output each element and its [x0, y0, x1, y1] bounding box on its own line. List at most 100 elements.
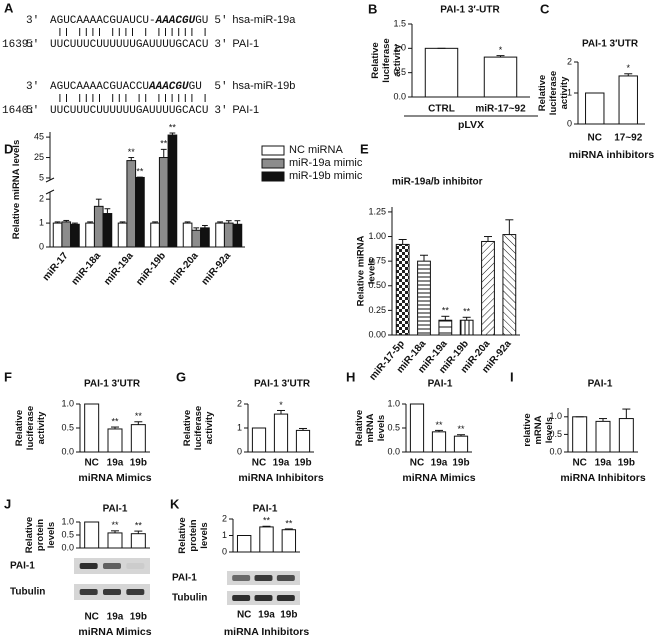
x-tick-label: 19b [452, 458, 469, 469]
panel-letter: C [540, 1, 550, 16]
significance: ** [285, 518, 293, 528]
y-tick-label: 1.5 [393, 18, 406, 28]
bar [232, 223, 243, 248]
legend-label: NC miRNA [289, 144, 343, 156]
y-tick-label: 1.0 [387, 398, 400, 408]
x-axis-label: miRNA Inhibitors [560, 472, 646, 484]
bar [223, 222, 234, 248]
y-tick-label: 1.0 [61, 516, 74, 526]
bar [438, 319, 453, 336]
y-tick-label: 0.5 [393, 67, 406, 77]
y-axis-label: RelativemRNAlevels [354, 410, 387, 446]
y-tick-label: 1 [237, 422, 242, 432]
bar [130, 533, 146, 549]
y-tick-label: 0.5 [61, 422, 74, 432]
mirna-sequence: 3′ AGUCAAAACGUACCUAAACGUGU 5′ [26, 81, 228, 93]
axis-break [45, 189, 55, 195]
x-axis-label: miRNA Mimics [402, 472, 475, 484]
bar [281, 529, 297, 553]
x-tick-label: 17~92 [614, 133, 643, 144]
bar [502, 234, 517, 336]
x-axis-label: miRNA Inhibitors [224, 626, 310, 638]
panel-letter: D [4, 141, 13, 156]
y-axis-label: relativemRNAlevels [522, 413, 555, 446]
x-tick-label: 19a [273, 458, 290, 469]
blot-band [79, 563, 98, 569]
target-end: 3′ [214, 105, 227, 117]
bar [459, 319, 474, 336]
blot-band [232, 575, 251, 581]
bar [395, 243, 410, 336]
bar [52, 222, 63, 248]
y-tick-label: 0.0 [387, 446, 400, 456]
y-tick-label: 0.25 [368, 305, 386, 315]
x-tick-label: NC [588, 133, 602, 144]
y-tick-label: 2 [237, 398, 242, 408]
y-tick-label: 1.00 [368, 231, 386, 241]
x-tick-label: 19b [130, 458, 147, 469]
significance: ** [111, 416, 119, 426]
mirna-end: 3′ [26, 15, 39, 27]
panel-letter: E [360, 141, 369, 156]
bar [126, 160, 137, 248]
y-tick-label: 1 [39, 217, 44, 227]
x-tick-label: 19a [258, 610, 275, 621]
x-tick-label: 19b [280, 610, 297, 621]
target-end: 5′ [26, 39, 39, 51]
bar [431, 431, 447, 453]
y-axis-label: Relative miRNA levels [11, 140, 22, 239]
chart-title: PAI-1 3′-UTR [440, 5, 500, 16]
bar [117, 222, 128, 248]
mirna-end: 3′ [26, 81, 39, 93]
x-tick-label: 19a [595, 458, 612, 469]
x-tick-label: 19b [618, 458, 635, 469]
mirna-name: hsa-miR-19b [232, 80, 295, 92]
y-tick-label: 0 [567, 118, 572, 128]
significance: ** [135, 520, 143, 530]
blot-band [103, 563, 121, 569]
target-seq: UUCUUUCUUUUUUGAUUUUGCACU [50, 39, 208, 51]
significance: ** [457, 424, 465, 434]
y-axis-label: Relativeluciferaseactivity [370, 38, 403, 82]
panel-letter: H [346, 369, 355, 384]
seed: AAACGU [155, 15, 196, 27]
mirna-sequence: 3′ AGUCAAAACGUAUCU-AAACGUGU 5′ [26, 15, 228, 27]
x-axis-label: pLVX [458, 119, 484, 131]
y-tick-label: 1.0 [549, 411, 562, 421]
legend-label: miR-19a mimic [289, 157, 363, 169]
y-tick-label: 0.0 [61, 542, 74, 552]
y-tick-label: 0.5 [61, 529, 74, 539]
significance: ** [169, 122, 177, 132]
bar [618, 418, 634, 453]
panel-letter: F [4, 369, 12, 384]
chart-title: miR-19a/b inhibitor [392, 177, 483, 188]
mirna-seq: AGUCAAAACGUACCU [50, 81, 149, 93]
chart-title: PAI-1 3′UTR [254, 379, 311, 390]
blot-label: Tubulin [10, 587, 45, 598]
bar [191, 229, 202, 248]
y-tick-label: 5 [39, 172, 44, 182]
x-axis-label: miRNA Inhibitors [238, 472, 324, 484]
x-tick-label: NC [84, 458, 98, 469]
blot-label: PAI-1 [172, 573, 197, 584]
mirna-name: hsa-miR-19a [232, 14, 296, 26]
blot-band [276, 595, 295, 601]
bar [84, 403, 100, 453]
legend-swatch [261, 171, 285, 182]
target-seq: UUCUUUCUUUUUUGAUUUUGCACU [50, 105, 208, 117]
blot-band [79, 589, 98, 595]
x-tick-label: NC [84, 612, 98, 623]
bar [107, 428, 123, 453]
y-tick-label: 2 [39, 194, 44, 204]
y-tick-label: 1.0 [61, 398, 74, 408]
legend-swatch [261, 145, 285, 156]
target-end: 3′ [214, 39, 227, 51]
y-tick-label: 2 [222, 513, 227, 523]
bar [150, 222, 160, 248]
chart-title: PAI-1 3′UTR [84, 379, 141, 390]
bar [102, 213, 113, 248]
bar [158, 157, 169, 248]
bar [84, 521, 100, 549]
bar [70, 223, 80, 248]
